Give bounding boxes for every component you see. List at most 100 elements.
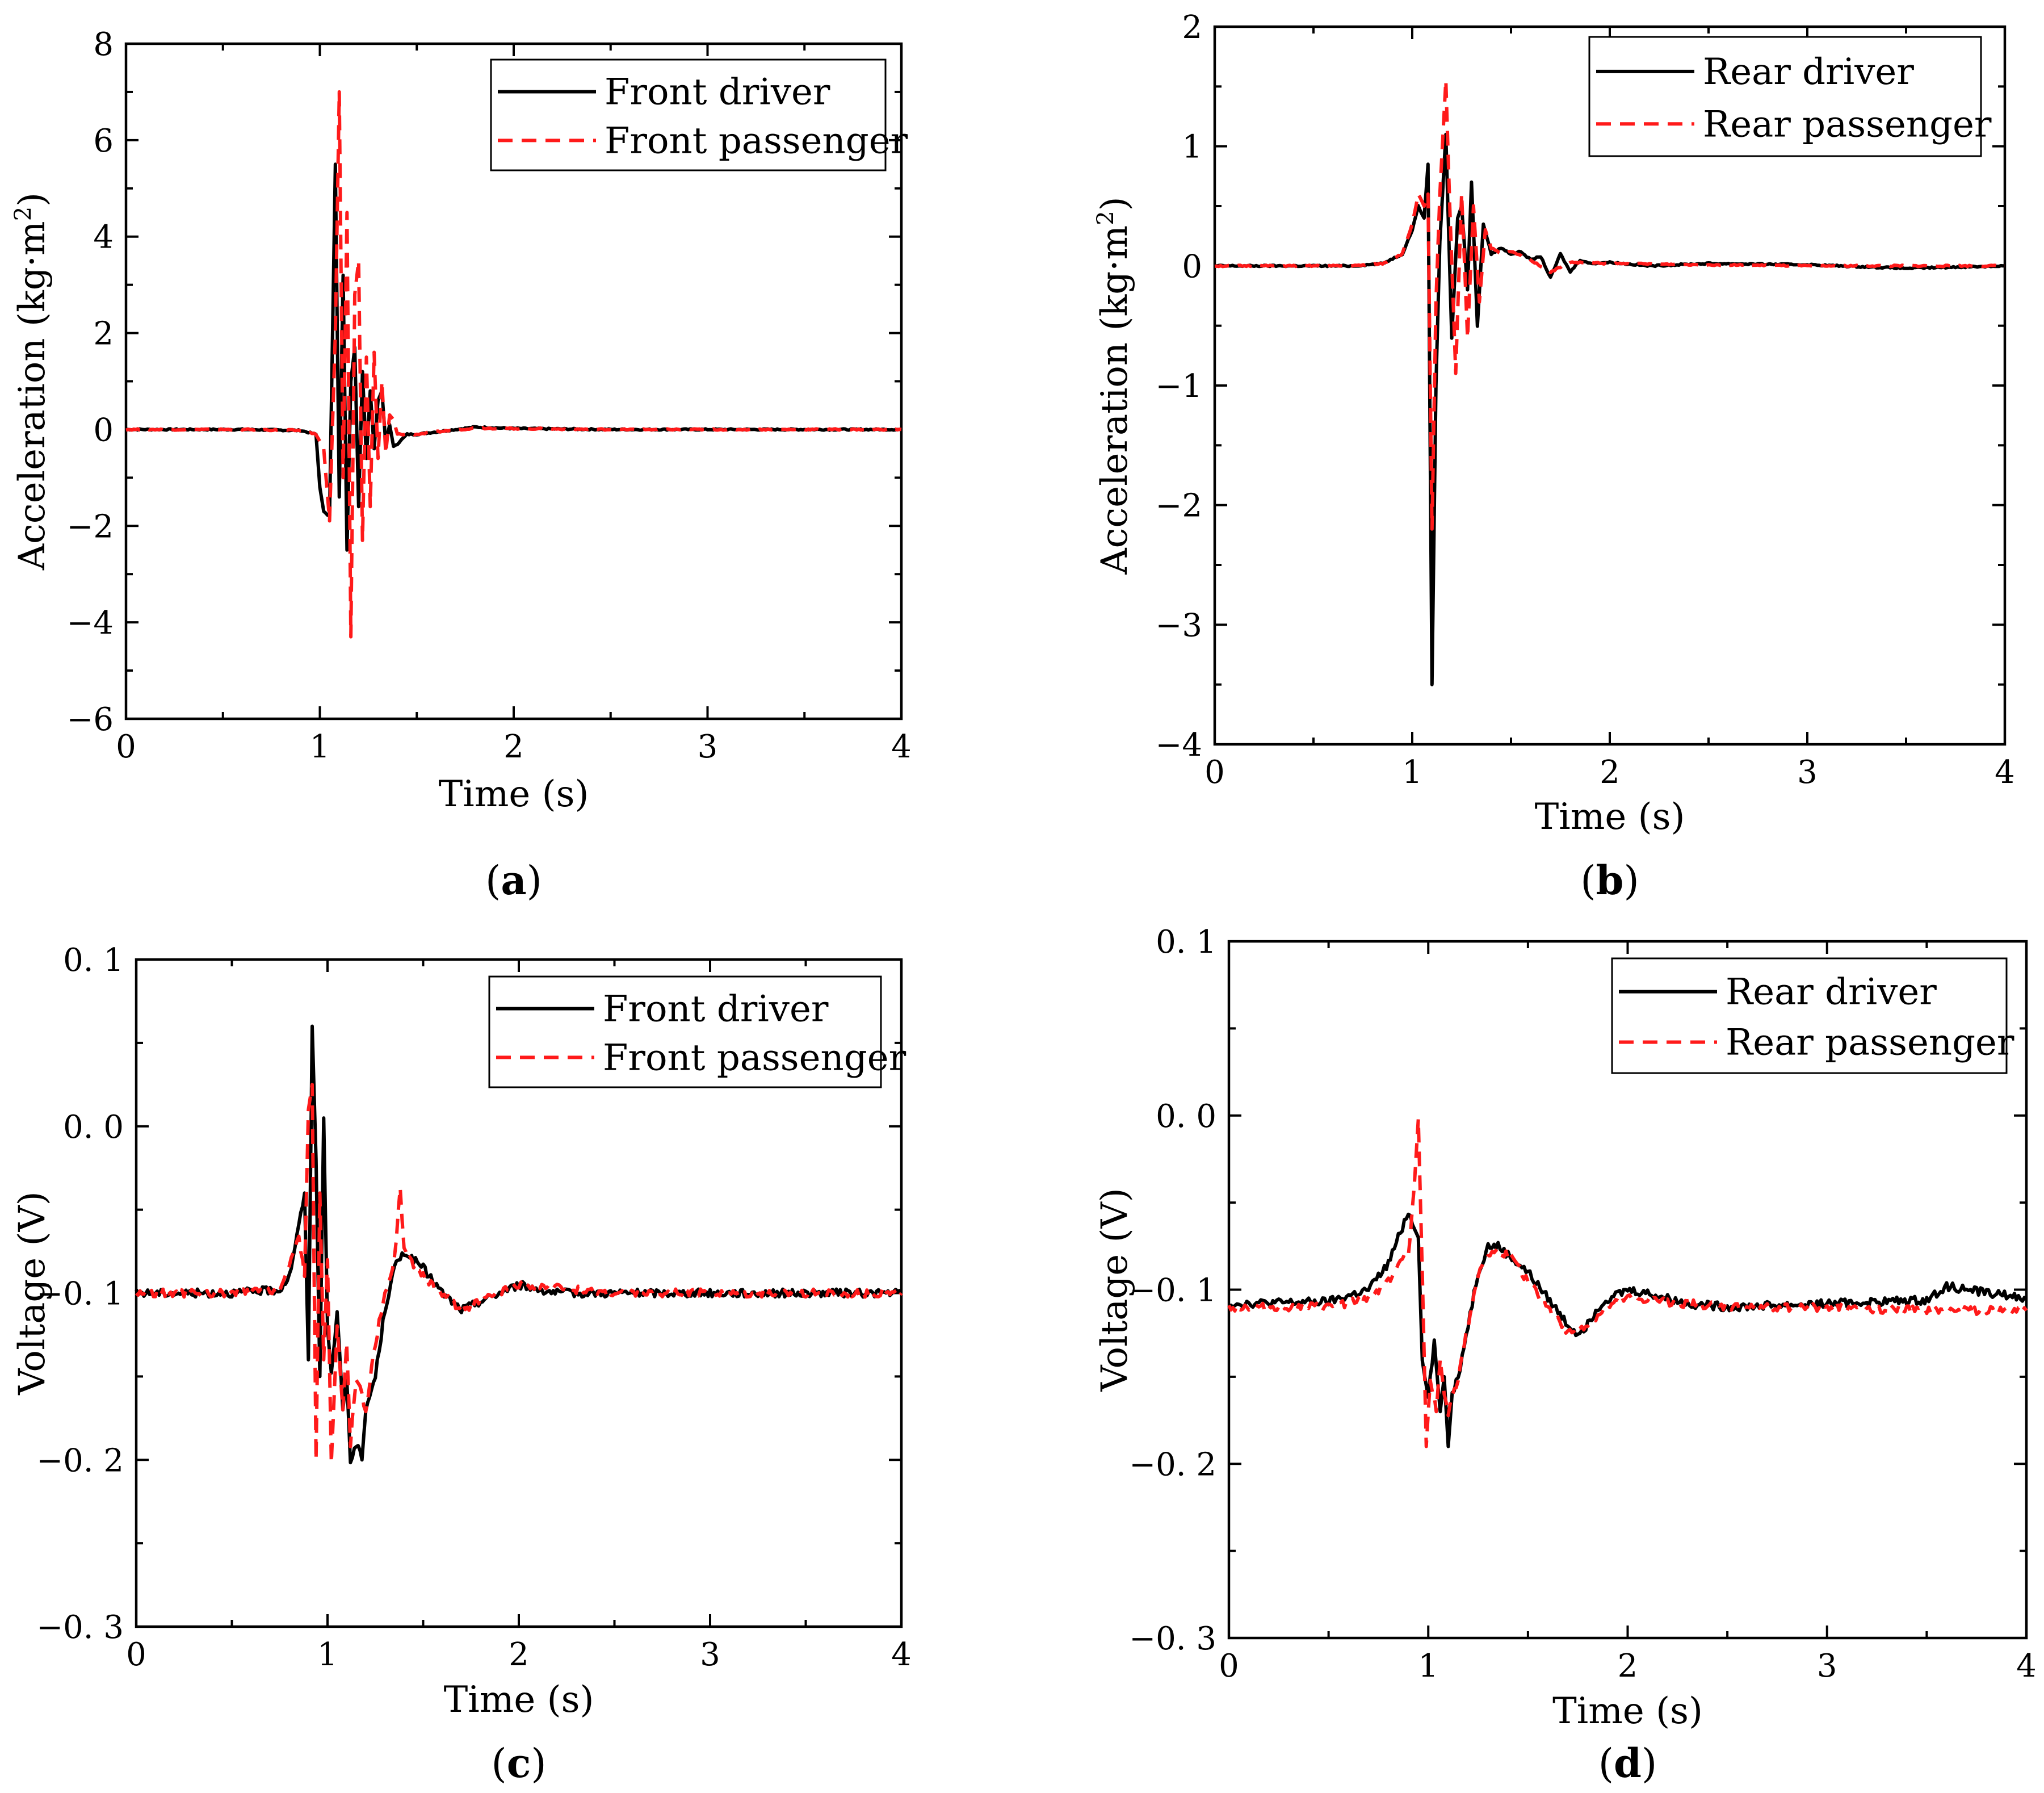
y-tick-label: −3: [1155, 607, 1202, 644]
y-tick-label: −0. 3: [1129, 1620, 1216, 1657]
legend-box: [488, 975, 882, 1088]
legend-label: Front driver: [605, 72, 830, 114]
chart-panel-b: 0 1 2 3 4 −4 −3 −2 −1 0 1 2 Rear driver Rear passenge…: [1093, 9, 2015, 904]
series-line-rear-passenger: [1214, 78, 2005, 531]
y-tick-label: 0. 1: [1156, 924, 1216, 961]
y-tick-label: 2: [93, 316, 114, 353]
series-line-rear-passenger: [1227, 1117, 2028, 1448]
series-line-front-driver: [125, 162, 901, 552]
caption-letter: d: [1614, 1740, 1642, 1787]
y-tick-label: −0. 3: [36, 1609, 124, 1646]
x-tick-label: 4: [891, 1636, 912, 1673]
caption-open-paren: (: [1580, 857, 1596, 904]
legend-label: Rear passenger: [1726, 1021, 2014, 1063]
caption-letter: b: [1596, 857, 1624, 904]
x-tick-label: 0: [1219, 1648, 1239, 1685]
x-tick-label: 2: [503, 728, 524, 765]
x-tick-label: 2: [1618, 1648, 1638, 1685]
caption-open-paren: (: [1598, 1740, 1614, 1787]
x-tick-label: 1: [310, 728, 330, 765]
y-tick-label: 0: [93, 412, 114, 449]
x-tick-label: 2: [509, 1636, 529, 1673]
y-axis-title-base: Acceleration (kg·m: [11, 221, 53, 571]
panel-caption: (b): [1580, 857, 1639, 904]
y-axis-title-tail: ): [1094, 196, 1136, 211]
series-line-rear-driver: [1228, 1212, 2028, 1448]
series-line-rear-driver: [1214, 132, 2005, 686]
caption-letter: c: [507, 1740, 531, 1787]
legend: Rear driver Rear passenger: [1588, 36, 1992, 157]
y-tick-label: −0. 2: [36, 1442, 124, 1479]
y-tick-label: −6: [66, 701, 114, 738]
y-axis-title-superscript: 2: [1093, 211, 1119, 225]
y-tick-label: 2: [1182, 9, 1202, 46]
x-axis-title: Time (s): [444, 1679, 594, 1721]
legend-box: [1611, 957, 2008, 1074]
caption-open-paren: (: [491, 1740, 506, 1787]
series-line-front-driver: [135, 1024, 903, 1465]
y-tick-label: −1: [1155, 368, 1202, 405]
chart-panel-c: 0 1 2 3 4 −0. 3 −0. 2 −0. 1 0. 0 0. 1 Front driver…: [11, 942, 912, 1787]
x-tick-label: 4: [1995, 754, 2015, 791]
chart-panel-a: 0 1 2 3 4 −6 −4 −2 0 2 4 6 8 Front driver Front passen…: [10, 26, 912, 904]
panel-caption: (d): [1598, 1740, 1657, 1787]
caption-close-paren: ): [531, 1740, 546, 1787]
x-tick-label: 4: [891, 728, 912, 765]
y-tick-label: 0: [1182, 248, 1202, 285]
y-tick-label: 6: [93, 123, 114, 160]
caption-close-paren: ): [1623, 857, 1639, 904]
y-axis-title: Acceleration (kg·m2): [10, 192, 53, 571]
y-tick-label: −4: [1155, 727, 1202, 764]
caption-letter: a: [501, 857, 526, 904]
legend-label: Rear driver: [1703, 51, 1914, 93]
legend-box: [1588, 36, 1982, 157]
x-tick-label: 1: [317, 1636, 338, 1673]
legend-label: Front passenger: [605, 120, 908, 162]
legend-label: Rear driver: [1726, 971, 1937, 1013]
y-axis-title-tail: ): [11, 192, 53, 207]
y-tick-label: 0. 0: [1156, 1098, 1216, 1135]
x-tick-label: 3: [1817, 1648, 1837, 1685]
x-tick-label: 1: [1402, 754, 1422, 791]
x-tick-label: 3: [1797, 754, 1818, 791]
legend-box: [490, 58, 887, 171]
legend: Front driver Front passenger: [490, 58, 908, 171]
series-line-front-passenger: [125, 90, 902, 639]
y-axis-title: Acceleration (kg·m2): [1093, 196, 1136, 575]
y-tick-label: 1: [1182, 129, 1202, 166]
caption-close-paren: ): [527, 857, 542, 904]
x-tick-label: 2: [1600, 754, 1620, 791]
legend: Front driver Front passenger: [488, 975, 906, 1088]
y-axis-title: Voltage (V): [1094, 1188, 1136, 1392]
legend-label: Front passenger: [603, 1037, 906, 1079]
panel-caption: (c): [491, 1740, 546, 1787]
x-tick-label: 0: [116, 728, 136, 765]
x-axis-title: Time (s): [1535, 796, 1685, 838]
y-tick-label: −2: [66, 508, 114, 545]
caption-close-paren: ): [1642, 1740, 1657, 1787]
y-axis-title-base: Acceleration (kg·m: [1094, 225, 1136, 575]
legend: Rear driver Rear passenger: [1611, 957, 2014, 1074]
x-tick-label: 3: [698, 728, 718, 765]
panel-caption: (a): [485, 857, 542, 904]
x-tick-label: 1: [1418, 1648, 1438, 1685]
y-tick-label: 8: [93, 26, 114, 63]
y-tick-label: 4: [93, 219, 114, 256]
legend-label: Front driver: [603, 988, 829, 1030]
y-tick-label: −0. 1: [36, 1276, 124, 1313]
y-tick-label: 0. 0: [63, 1109, 124, 1146]
x-axis-title: Time (s): [1552, 1690, 1703, 1732]
y-tick-label: −2: [1155, 488, 1202, 525]
legend-label: Rear passenger: [1703, 103, 1992, 145]
x-tick-label: 4: [2016, 1648, 2037, 1685]
y-axis-title-superscript: 2: [10, 207, 36, 221]
caption-open-paren: (: [485, 857, 501, 904]
x-tick-label: 0: [1204, 754, 1225, 791]
y-axis-title: Voltage (V): [11, 1191, 53, 1396]
series-line-front-passenger: [135, 1083, 903, 1465]
y-tick-label: 0. 1: [63, 942, 124, 979]
x-axis-title: Time (s): [439, 773, 589, 815]
y-tick-label: −0. 2: [1129, 1446, 1216, 1483]
